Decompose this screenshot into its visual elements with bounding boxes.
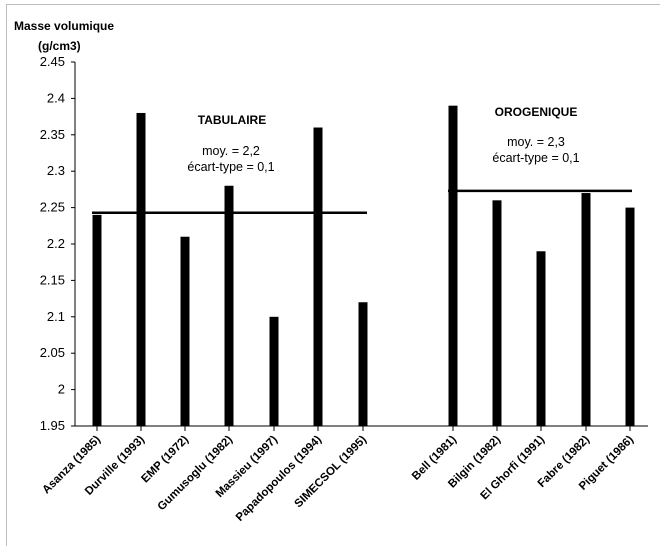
group-mean-label-orogenique: moy. = 2,3 [507, 135, 565, 149]
y-tick-label: 2.45 [40, 54, 65, 69]
y-tick-label: 2.05 [40, 345, 65, 360]
bar [269, 316, 279, 426]
y-tick-label: 2.25 [40, 200, 65, 215]
bar [313, 127, 323, 427]
bar [136, 112, 146, 427]
y-axis-label-line1: Masse volumique [14, 19, 114, 33]
group-label-orogenique: OROGENIQUE [495, 105, 578, 119]
bar [358, 302, 368, 426]
bar [224, 185, 234, 426]
y-tick-label: 2.3 [47, 163, 65, 178]
bar [448, 105, 458, 427]
bar [492, 200, 502, 426]
y-axis-label-line2: (g/cm3) [38, 39, 81, 53]
bar [581, 193, 591, 426]
group-label-tabulaire: TABULAIRE [198, 113, 266, 127]
bar [536, 251, 546, 426]
bar [625, 207, 635, 426]
y-tick-label: 2.1 [47, 309, 65, 324]
y-tick-label: 2 [58, 382, 65, 397]
group-std-label-tabulaire: écart-type = 0,1 [187, 160, 274, 174]
y-tick-label: 1.95 [40, 418, 65, 433]
y-tick-label: 2.2 [47, 236, 65, 251]
y-tick-label: 2.15 [40, 272, 65, 287]
group-mean-label-tabulaire: moy. = 2,2 [202, 144, 260, 158]
x-tick-label: Papadopoulos (1994) [234, 434, 324, 524]
group-std-label-orogenique: écart-type = 0,1 [492, 151, 579, 165]
bar [180, 236, 190, 426]
chart-frame [6, 4, 660, 546]
x-tick-label: Gumusoglu (1982) [156, 434, 236, 514]
bar [92, 214, 102, 426]
y-tick-label: 2.4 [47, 90, 65, 105]
y-tick-label: 2.35 [40, 127, 65, 142]
